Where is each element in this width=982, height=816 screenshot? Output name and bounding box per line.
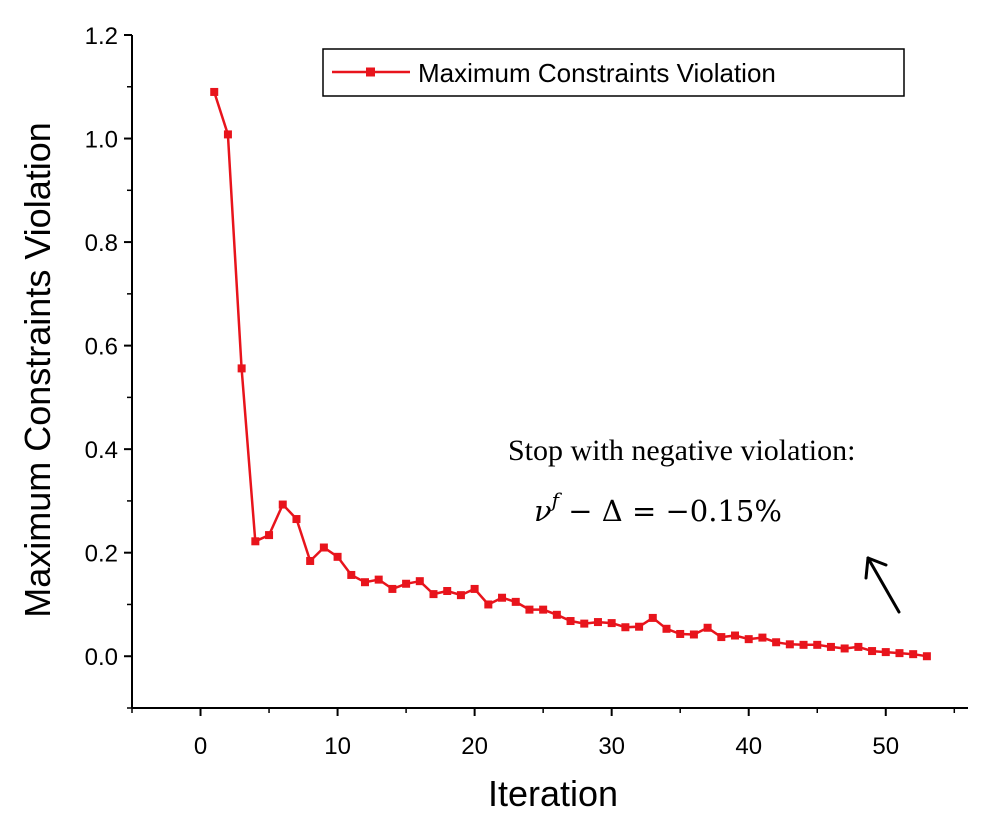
data-point (881, 648, 890, 657)
data-point (539, 605, 548, 614)
axes (131, 35, 968, 709)
arrow-shaft (866, 556, 901, 614)
series-markers (210, 87, 931, 661)
annotation-arrow (864, 556, 901, 614)
series-line-maximum-constraints-violation (213, 91, 928, 658)
arrow-head-right (866, 556, 888, 567)
formula-rest: − Δ = −0.15% (559, 494, 782, 528)
data-point (306, 556, 315, 565)
data-point (223, 130, 232, 139)
data-point (703, 623, 712, 632)
data-point (456, 591, 465, 600)
data-point (251, 537, 260, 546)
data-point (826, 642, 835, 651)
x-tick-label: 30 (598, 733, 625, 760)
data-point (402, 579, 411, 588)
data-point (319, 543, 328, 552)
data-point (785, 640, 794, 649)
legend: Maximum Constraints Violation (322, 48, 905, 97)
y-tick-label: 1.2 (85, 23, 118, 50)
formula-nu: ν (534, 494, 552, 528)
x-tick-label: 40 (735, 733, 762, 760)
y-tick-label: 0.4 (85, 437, 118, 464)
legend-box (322, 48, 905, 97)
legend-marker (366, 67, 375, 77)
data-point (429, 590, 438, 599)
y-ticks: 0.0 0.2 0.4 0.6 0.8 1.0 1.2 (85, 23, 132, 709)
data-point (593, 618, 602, 627)
data-point (237, 364, 246, 373)
data-point (278, 500, 287, 509)
data-point (498, 593, 507, 602)
data-point (854, 642, 863, 651)
data-point (813, 640, 822, 649)
data-point (772, 638, 781, 647)
data-point (265, 531, 274, 540)
data-point (922, 652, 931, 661)
data-point (662, 624, 671, 633)
data-point (799, 640, 808, 649)
data-point (566, 617, 575, 626)
data-point (580, 619, 589, 628)
legend-label: Maximum Constraints Violation (418, 58, 776, 88)
y-tick-label: 0.0 (85, 644, 118, 671)
data-point (525, 605, 534, 614)
data-point (210, 87, 219, 96)
data-point (676, 629, 685, 638)
data-point (868, 647, 877, 656)
data-point (374, 575, 383, 584)
x-ticks: 0 10 20 30 40 50 (131, 708, 956, 760)
annotation-formula: νf − Δ = −0.15% (534, 488, 782, 528)
data-point (470, 584, 479, 593)
data-point (484, 600, 493, 609)
x-tick-label: 20 (461, 733, 488, 760)
arrow-head-left (864, 556, 870, 580)
data-point (895, 649, 904, 658)
data-point (717, 633, 726, 642)
data-point (360, 578, 369, 587)
x-tick-label: 50 (872, 733, 899, 760)
data-point (731, 631, 740, 640)
data-point (744, 635, 753, 644)
series-group (210, 87, 931, 661)
data-point (388, 584, 397, 593)
data-point (689, 630, 698, 639)
data-point (635, 622, 644, 631)
data-point (909, 650, 918, 659)
x-axis-label: Iteration (488, 773, 618, 814)
data-point (333, 552, 342, 561)
x-tick-label: 10 (324, 733, 351, 760)
y-tick-label: 0.2 (85, 541, 118, 568)
y-tick-label: 0.6 (85, 334, 118, 361)
x-tick-label: 0 (194, 733, 207, 760)
data-point (840, 644, 849, 653)
data-point (607, 619, 616, 628)
data-point (347, 570, 356, 579)
data-point (758, 633, 767, 642)
y-tick-label: 0.8 (85, 230, 118, 257)
data-point (443, 587, 452, 596)
y-axis-label: Maximum Constraints Violation (17, 122, 58, 618)
data-point (292, 515, 301, 524)
data-point (621, 623, 630, 632)
data-point (648, 613, 657, 622)
data-point (511, 597, 520, 606)
annotation-text: Stop with negative violation: (508, 434, 855, 467)
data-point (552, 610, 561, 619)
annotation: Stop with negative violation: νf − Δ = −… (508, 434, 901, 614)
data-point (415, 577, 424, 586)
y-tick-label: 1.0 (85, 127, 118, 154)
